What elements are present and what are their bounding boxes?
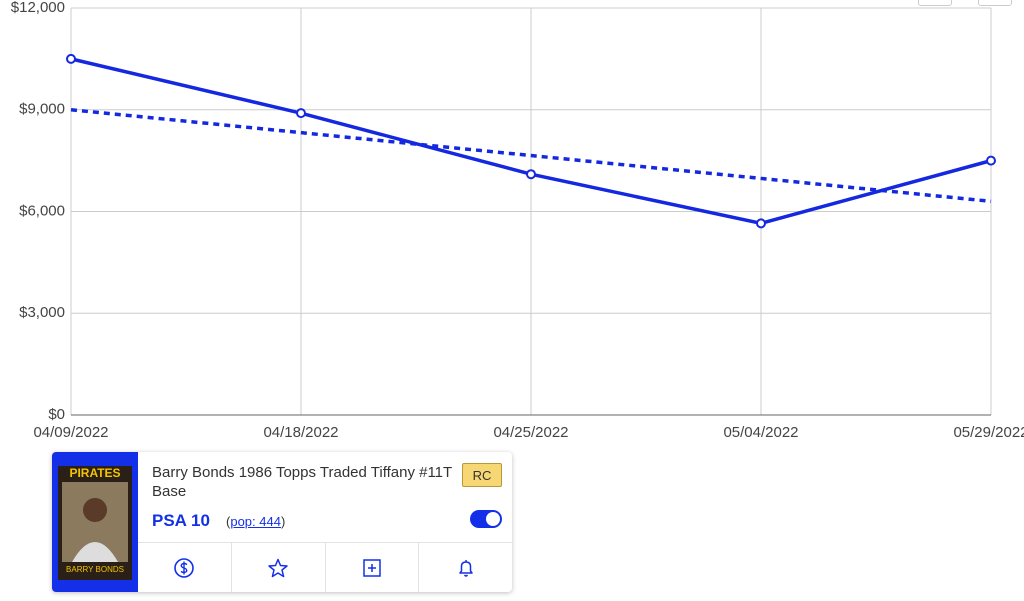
rc-badge: RC [462, 463, 502, 487]
card-art: PIRATES BARRY BONDS [58, 466, 132, 580]
x-tick-label: 04/25/2022 [493, 424, 568, 441]
x-tick-label: 05/04/2022 [723, 424, 798, 441]
data-point [526, 169, 536, 180]
card-info: Barry Bonds 1986 Topps Traded Tiffany #1… [138, 452, 512, 542]
card-photo-body [72, 542, 118, 562]
data-point [756, 218, 766, 229]
card-player: BARRY BONDS [66, 565, 124, 574]
dollar-icon [174, 558, 195, 578]
paren: ) [280, 514, 286, 529]
star-icon [268, 558, 288, 578]
card-image[interactable]: PIRATES BARRY BONDS [52, 452, 138, 592]
plus-icon [363, 559, 381, 577]
x-tick-label: 04/18/2022 [263, 424, 338, 441]
y-tick-label: $9,000 [19, 101, 65, 118]
data-point [986, 155, 996, 166]
trend-line [70, 108, 992, 204]
alert-button[interactable] [418, 543, 512, 592]
card-title[interactable]: Barry Bonds 1986 Topps Traded Tiffany #1… [152, 464, 452, 500]
y-tick-label: $12,000 [11, 0, 65, 16]
chart: $0 $3,000 $6,000 $9,000 $12,000 04/09/2022 04/… [11, 0, 1024, 441]
toolbar-button[interactable] [978, 0, 1012, 6]
paren: ( [226, 514, 231, 529]
y-tick-label: $3,000 [19, 304, 65, 321]
grade: PSA 10 [152, 511, 210, 530]
data-point [66, 53, 76, 64]
y-tick-label: $0 [48, 406, 65, 423]
toolbar-button[interactable] [918, 0, 952, 6]
card: PIRATES BARRY BONDS Barry Bonds 1986 Top… [52, 452, 512, 592]
toggle[interactable] [470, 510, 502, 528]
data-point [296, 108, 306, 119]
x-tick-label: 05/29/2022 [953, 424, 1024, 441]
card-actions [138, 542, 512, 592]
card-team: PIRATES [69, 466, 120, 480]
price-button[interactable] [138, 543, 231, 592]
x-tick-label: 04/09/2022 [33, 424, 108, 441]
bell-icon [458, 560, 473, 577]
population: (pop: 444) [226, 514, 285, 529]
y-tick-label: $6,000 [19, 202, 65, 219]
add-button[interactable] [324, 543, 419, 592]
pop-link[interactable]: pop: 444 [230, 514, 281, 529]
favorite-button[interactable] [230, 543, 325, 592]
card-photo-head [83, 498, 107, 522]
